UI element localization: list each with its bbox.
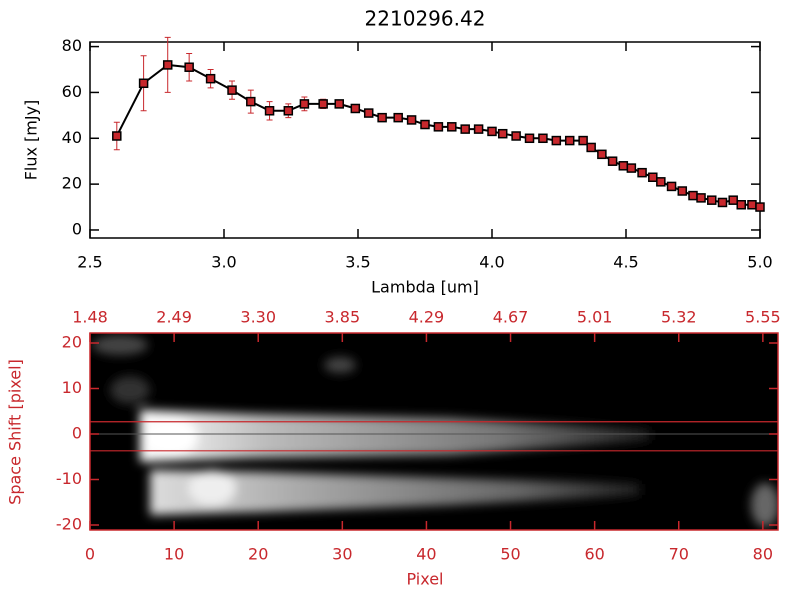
marker [538,133,548,144]
marker [334,99,344,109]
marker [648,172,658,183]
marker [524,133,535,144]
x-tick-label: 40 [416,545,436,564]
x-tick-label: 5.0 [747,253,772,272]
marker [677,186,688,196]
marker [597,149,607,160]
y-tick-label: 0 [72,219,82,238]
x-tick-label: 3.0 [211,253,236,272]
y-axis-label: Flux [mJy] [22,100,41,181]
marker [205,73,216,84]
marker [707,195,717,205]
x2-tick-label: 3.30 [240,308,276,327]
marker [246,96,256,107]
marker [607,156,618,166]
x-tick-label: 70 [669,545,689,564]
marker [618,161,629,171]
x2-tick-label: 4.67 [493,308,529,327]
marker [138,78,149,89]
marker [755,202,765,212]
spectrum-image [90,333,778,530]
x-tick-label: 0 [85,545,95,564]
marker [666,181,677,192]
marker [578,135,588,146]
y-axis-label: Space Shift [pixel] [6,359,25,505]
marker [473,124,484,134]
plot-frame [89,41,761,239]
x-tick-label: 60 [584,545,604,564]
marker [497,128,508,139]
x2-tick-label: 4.29 [409,308,445,327]
y-tick-label: 20 [62,174,82,193]
marker [747,200,757,210]
x2-tick-label: 5.01 [577,308,613,327]
marker [227,85,237,95]
marker [264,106,275,116]
marker [299,99,310,109]
marker [460,124,470,134]
marker [363,108,374,118]
marker [377,112,387,123]
marker [656,177,666,187]
marker [112,131,122,141]
x-tick-label: 50 [500,545,520,564]
marker [162,60,173,70]
y-tick-label: 0 [72,424,82,443]
marker [717,197,728,208]
x-tick-label: 4.5 [613,253,638,272]
x2-tick-label: 3.85 [325,308,361,327]
marker [184,62,194,72]
y-tick-label: 10 [62,378,82,397]
marker [551,135,562,146]
x2-tick-label: 5.32 [661,308,697,327]
marker [728,195,738,205]
marker [626,163,637,173]
x-axis-label: Lambda [um] [371,278,479,297]
y-tick-label: 40 [62,128,82,147]
x-tick-label: 30 [332,545,352,564]
x-tick-label: 4.0 [479,253,504,272]
marker [393,112,403,123]
x-axis-label: Pixel [406,570,443,589]
x-tick-label: 2.5 [77,253,102,272]
marker [318,99,328,109]
x2-tick-label: 1.48 [72,308,108,327]
marker [487,126,497,137]
marker [350,103,361,114]
x2-tick-label: 5.55 [745,308,781,327]
chart-title: 2210296.42 [365,7,486,31]
x-tick-label: 20 [248,545,268,564]
marker [688,190,698,201]
marker [637,167,647,178]
y-tick-label: -20 [56,514,82,533]
marker [696,193,706,203]
marker [283,106,294,116]
y-tick-label: -10 [56,469,82,488]
plot-frame [89,332,779,531]
marker [447,122,457,132]
marker [586,142,596,153]
marker [420,119,430,130]
y-tick-label: 80 [62,36,82,55]
marker [564,135,575,146]
y-tick-label: 60 [62,82,82,101]
marker [406,115,417,125]
marker [511,131,521,141]
x-tick-label: 80 [753,545,773,564]
marker [433,122,444,132]
x2-tick-label: 2.49 [156,308,192,327]
y-tick-label: 20 [62,333,82,352]
x-tick-label: 10 [164,545,184,564]
marker [736,200,746,210]
x-tick-label: 3.5 [345,253,370,272]
